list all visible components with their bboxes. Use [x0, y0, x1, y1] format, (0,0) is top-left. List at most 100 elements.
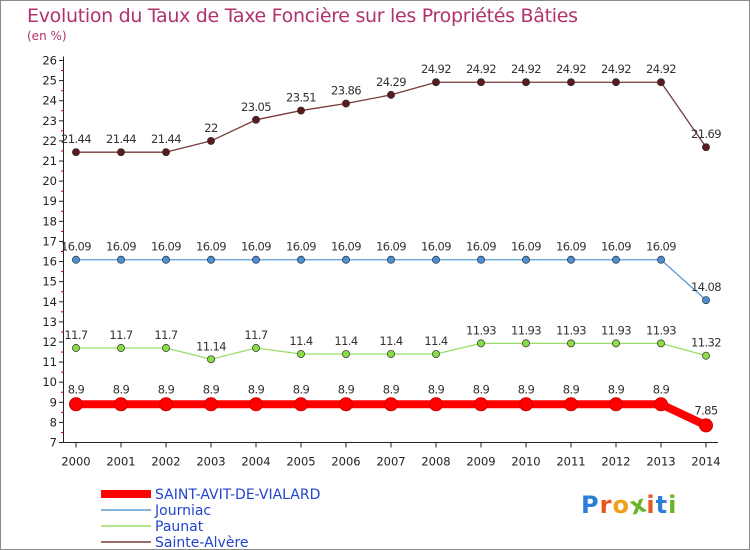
data-label: 16.09 [196, 240, 226, 254]
logo-letter: P [581, 491, 600, 519]
series-paunat: 11.7 11.7 11.7 11.14 11.7 11.4 11.4 11.4 11.4 11.… [64, 323, 722, 364]
x-tick-label: 2012 [601, 455, 630, 469]
data-point [207, 255, 215, 264]
data-label: 11.4 [424, 334, 447, 348]
x-tick-label: 2005 [286, 455, 315, 469]
data-point [564, 397, 578, 412]
data-label: 24.92 [556, 62, 586, 76]
data-point [522, 78, 530, 87]
data-label: 11.93 [646, 323, 676, 337]
data-label: 8.9 [428, 382, 445, 396]
data-label: 8.9 [338, 382, 355, 396]
y-tick-label: 13 [42, 315, 57, 329]
legend-label: Journiac [154, 503, 211, 519]
data-label: 14.08 [691, 280, 721, 294]
data-point [657, 78, 665, 87]
data-point [342, 99, 350, 108]
data-point [477, 255, 485, 264]
data-label: 11.4 [379, 334, 402, 348]
data-point [474, 397, 488, 412]
data-point [204, 397, 218, 412]
data-point [654, 397, 668, 412]
x-tick-label: 2014 [691, 455, 720, 469]
data-label: 16.09 [61, 240, 91, 254]
y-tick-label: 10 [42, 375, 57, 389]
x-tick-label: 2006 [331, 455, 360, 469]
data-point [519, 397, 533, 412]
data-label: 8.9 [383, 382, 400, 396]
logo-letter: i [668, 491, 678, 519]
y-tick-label: 16 [42, 255, 57, 269]
data-label: 11.93 [466, 323, 496, 337]
data-label: 23.86 [331, 84, 361, 98]
data-label: 24.92 [601, 62, 631, 76]
data-point [567, 339, 575, 348]
data-point [249, 397, 263, 412]
y-tick-label: 22 [42, 134, 57, 148]
data-point [159, 397, 173, 412]
data-point [207, 355, 215, 364]
data-point [567, 78, 575, 87]
y-tick-label: 15 [42, 275, 57, 289]
data-label: 11.93 [556, 323, 586, 337]
data-label: 11.14 [196, 339, 226, 353]
logo-letter: r [599, 491, 613, 519]
data-point [609, 397, 623, 412]
y-tick-label: 26 [42, 54, 57, 68]
data-point [477, 78, 485, 87]
data-label: 8.9 [68, 382, 85, 396]
y-tick-label: 19 [42, 194, 57, 208]
data-point [252, 255, 260, 264]
x-tick-label: 2009 [466, 455, 495, 469]
y-tick-label: 8 [50, 415, 57, 429]
data-label: 16.09 [466, 240, 496, 254]
chart-title: Evolution du Taux de Taxe Foncière sur l… [27, 5, 578, 27]
data-label: 8.9 [518, 382, 535, 396]
data-point [387, 255, 395, 264]
data-label: 21.44 [61, 132, 91, 146]
data-point [522, 255, 530, 264]
x-tick-label: 2002 [151, 455, 180, 469]
data-label: 16.09 [286, 240, 316, 254]
data-point [294, 397, 308, 412]
y-tick-label: 24 [42, 94, 57, 108]
data-point [342, 350, 350, 358]
data-label: 16.09 [601, 240, 631, 254]
data-point [657, 255, 665, 264]
data-point [117, 148, 125, 157]
data-point [699, 418, 713, 433]
data-label: 23.51 [286, 91, 316, 105]
data-point [702, 296, 710, 305]
data-point [612, 339, 620, 348]
data-point [297, 255, 305, 264]
data-point [252, 344, 260, 352]
x-tick-label: 2008 [421, 455, 450, 469]
x-tick-label: 2001 [106, 455, 135, 469]
data-label: 7.85 [694, 403, 717, 417]
data-point [297, 106, 305, 115]
y-tick-label: 11 [42, 355, 57, 369]
y-tick-label: 12 [42, 335, 57, 349]
data-point [387, 350, 395, 358]
y-tick-label: 21 [42, 154, 57, 168]
data-label: 8.9 [158, 382, 175, 396]
data-point [702, 351, 710, 360]
data-point [162, 255, 170, 264]
data-label: 24.29 [376, 75, 406, 89]
y-tick-label: 9 [50, 395, 57, 409]
data-label: 11.4 [289, 334, 312, 348]
data-point [477, 339, 485, 348]
legend-item: SAINT-AVIT-DE-VIALARD [101, 487, 320, 503]
data-label: 11.7 [154, 328, 177, 342]
data-point [612, 255, 620, 264]
data-label: 24.92 [646, 62, 676, 76]
data-label: 16.09 [331, 240, 361, 254]
y-tick-label: 23 [42, 114, 57, 128]
legend-item: Paunat [101, 519, 204, 535]
data-point [207, 136, 215, 145]
data-point [522, 339, 530, 348]
data-point [117, 344, 125, 352]
series-saint-avit-de-vialard: 8.9 8.9 8.9 8.9 8.9 8.9 8.9 8.9 8.9 8.9 8.9 8.9 8.9 8… [68, 382, 718, 433]
data-label: 11.93 [601, 323, 631, 337]
